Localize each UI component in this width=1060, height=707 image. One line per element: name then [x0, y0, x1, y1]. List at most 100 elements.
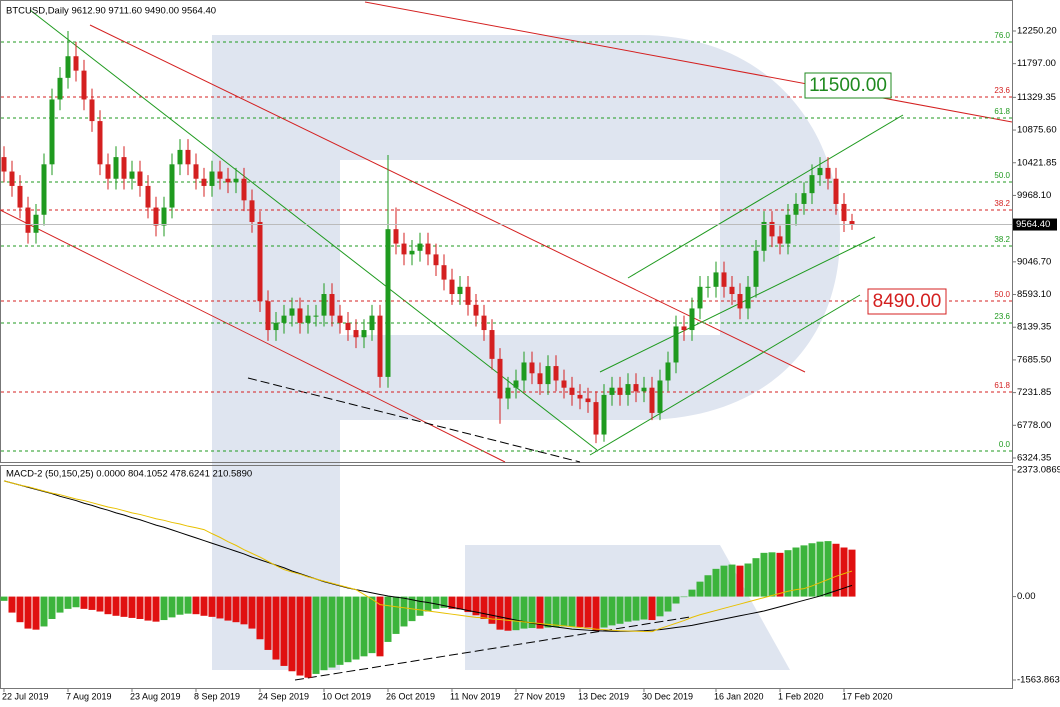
macd-bar: [136, 596, 144, 619]
y-tick-label: 8593.10: [1017, 289, 1051, 300]
trend-line: [589, 294, 861, 456]
macd-bar: [224, 596, 232, 621]
macd-bar: [696, 581, 704, 597]
macd-bar: [832, 543, 840, 597]
macd-bar: [552, 596, 560, 627]
candle-body: [601, 394, 607, 435]
candle-body: [545, 366, 551, 385]
macd-bar: [424, 596, 432, 612]
y-tick-label: 10421.85: [1017, 157, 1057, 168]
macd-bar: [776, 552, 784, 597]
macd-bar: [360, 596, 368, 657]
x-tick-label: 10 Oct 2019: [322, 691, 371, 701]
x-tick-label: 27 Nov 2019: [514, 691, 565, 701]
y-tick-label: 11329.35: [1017, 92, 1056, 103]
candle-body: [729, 286, 735, 295]
macd-line: [3, 480, 853, 633]
candle-body: [809, 175, 815, 194]
candle-body: [345, 322, 351, 331]
macd-bar: [392, 596, 400, 634]
candle-body: [217, 171, 223, 179]
macd-bar: [760, 552, 768, 597]
candle-body: [241, 178, 247, 201]
macd-bar: [448, 596, 456, 609]
x-tick-label: 8 Sep 2019: [194, 691, 240, 701]
candle-body: [65, 56, 71, 78]
trend-line: [294, 616, 691, 681]
macd-bar: [840, 547, 848, 597]
y-tick-label: 0.00: [1017, 591, 1036, 602]
macd-bar: [512, 596, 520, 631]
candle-body: [161, 207, 167, 226]
macd-bar: [504, 596, 512, 631]
y-tick-label: 6324.35: [1017, 453, 1051, 464]
macd-bar: [128, 596, 136, 618]
candle-body: [89, 99, 95, 122]
x-tick-label: 16 Jan 2020: [714, 691, 764, 701]
y-tick-label: -1563.863: [1017, 675, 1060, 686]
macd-bar: [808, 543, 816, 597]
macd-bar: [232, 596, 240, 623]
macd-bar: [616, 596, 624, 624]
fib-label: 23.6: [994, 312, 1010, 321]
macd-bar: [192, 596, 200, 615]
candle-body: [25, 207, 31, 233]
fib-label: 61.8: [994, 107, 1010, 116]
candle-body: [249, 200, 255, 222]
candle-body: [801, 193, 807, 204]
macd-bar: [544, 596, 552, 628]
candle-body: [49, 99, 55, 165]
macd-bar: [200, 596, 208, 616]
candle-body: [321, 294, 327, 316]
candle-body: [641, 387, 647, 392]
macd-bar: [664, 596, 672, 612]
macd-bar: [592, 596, 600, 631]
macd-bar: [88, 596, 96, 610]
macd-bar: [256, 596, 264, 640]
y-tick-label: 8139.35: [1017, 322, 1051, 333]
macd-bar: [80, 596, 88, 609]
macd-bar: [712, 568, 720, 597]
trend-line: [89, 24, 806, 373]
y-tick-label: 9968.10: [1017, 190, 1051, 201]
x-tick-label: 1 Feb 2020: [778, 691, 824, 701]
candle-body: [233, 178, 239, 183]
candle-body: [449, 279, 455, 295]
candle-body: [633, 384, 639, 392]
macd-bar: [752, 558, 760, 597]
macd-bar: [472, 596, 480, 616]
candle-body: [441, 265, 447, 280]
candle-body: [409, 250, 415, 255]
candle-body: [793, 203, 799, 215]
candle-body: [681, 326, 687, 331]
y-tick-label: 7231.85: [1017, 387, 1051, 398]
macd-bar: [456, 596, 464, 610]
macd-bar: [656, 596, 664, 617]
macd-bar: [640, 596, 648, 620]
macd-bar: [104, 596, 112, 615]
candle-body: [425, 243, 431, 255]
x-tick-label: 7 Aug 2019: [66, 691, 112, 701]
trend-line: [364, 1, 1013, 123]
candle-body: [377, 315, 383, 377]
candle-body: [169, 164, 175, 208]
macd-bar: [368, 596, 376, 654]
candle-body: [617, 387, 623, 395]
candle-body: [697, 286, 703, 309]
x-tick-label: 13 Dec 2019: [578, 691, 629, 701]
candle-body: [361, 330, 367, 338]
macd-bar: [264, 596, 272, 650]
candle-body: [177, 149, 183, 165]
candle-body: [417, 243, 423, 251]
fib-label: 50.0: [994, 290, 1010, 299]
candle-body: [457, 286, 463, 295]
y-tick-label: 2373.0869: [1017, 465, 1060, 476]
macd-bar: [328, 596, 336, 668]
macd-bar: [584, 596, 592, 628]
annotation: 11500.00: [809, 75, 887, 96]
last-price-label: 9564.40: [1016, 219, 1050, 230]
macd-bar: [480, 596, 488, 619]
y-tick-label: 12250.20: [1017, 26, 1057, 37]
macd-bar: [736, 565, 744, 597]
macd-bar: [800, 545, 808, 597]
